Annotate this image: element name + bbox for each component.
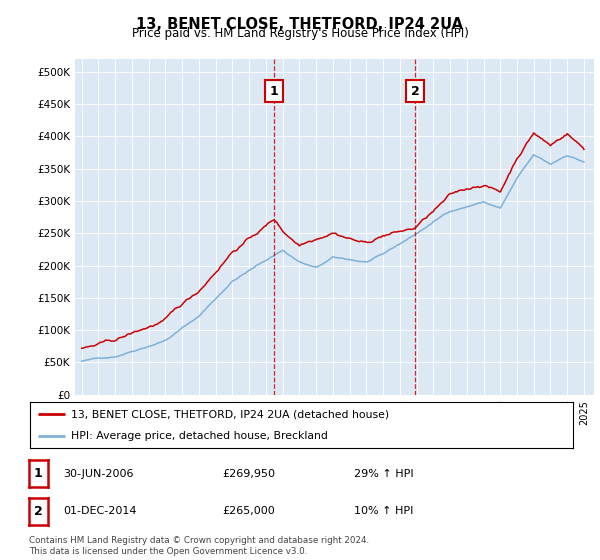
Text: 2: 2 (34, 505, 43, 518)
Text: 2: 2 (411, 85, 419, 97)
Text: 13, BENET CLOSE, THETFORD, IP24 2UA (detached house): 13, BENET CLOSE, THETFORD, IP24 2UA (det… (71, 409, 389, 419)
Text: Price paid vs. HM Land Registry's House Price Index (HPI): Price paid vs. HM Land Registry's House … (131, 27, 469, 40)
Text: 10% ↑ HPI: 10% ↑ HPI (354, 506, 413, 516)
Text: Contains HM Land Registry data © Crown copyright and database right 2024.
This d: Contains HM Land Registry data © Crown c… (29, 536, 369, 556)
Text: 01-DEC-2014: 01-DEC-2014 (63, 506, 137, 516)
Text: 13, BENET CLOSE, THETFORD, IP24 2UA: 13, BENET CLOSE, THETFORD, IP24 2UA (137, 17, 464, 32)
Text: 1: 1 (34, 467, 43, 480)
Text: £269,950: £269,950 (222, 469, 275, 479)
Text: 29% ↑ HPI: 29% ↑ HPI (354, 469, 413, 479)
Text: HPI: Average price, detached house, Breckland: HPI: Average price, detached house, Brec… (71, 431, 328, 441)
Text: 30-JUN-2006: 30-JUN-2006 (63, 469, 133, 479)
Text: 1: 1 (270, 85, 278, 97)
Text: £265,000: £265,000 (222, 506, 275, 516)
